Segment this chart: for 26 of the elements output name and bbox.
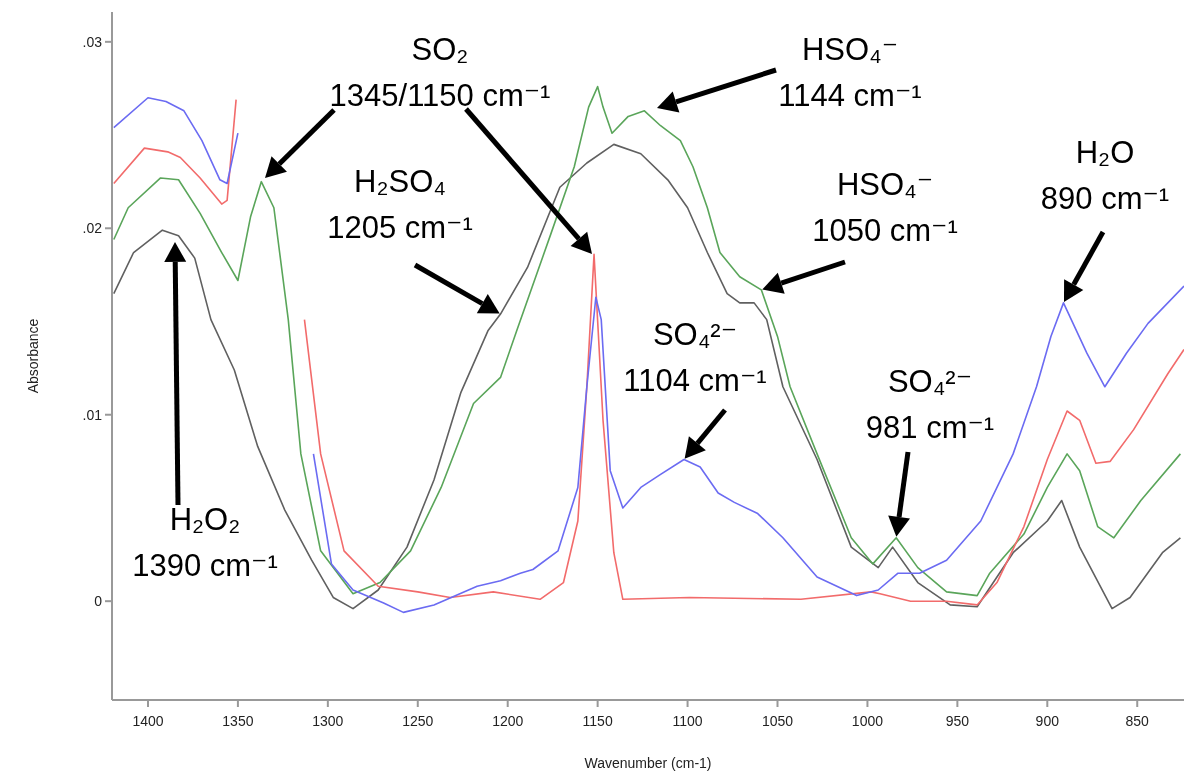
x-tick-label: 950 bbox=[945, 713, 970, 729]
x-tick-label: 1150 bbox=[582, 713, 613, 729]
x-tick-label: 1350 bbox=[222, 713, 254, 729]
annotation: H₂SO₄ 1205 cm⁻¹ bbox=[327, 164, 473, 245]
y-tick-label: .03 bbox=[82, 33, 103, 50]
annotation: SO₂ 1345/1150 cm⁻¹ bbox=[329, 32, 551, 113]
x-tick-label: 1250 bbox=[402, 713, 434, 729]
x-axis-title: Wavenumber (cm-1) bbox=[584, 755, 712, 771]
x-tick-label: 1200 bbox=[492, 713, 524, 729]
x-tick-label: 1050 bbox=[761, 713, 794, 729]
x-tick-label: 900 bbox=[1035, 713, 1060, 729]
annotation: H₂O₂ 1390 cm⁻¹ bbox=[132, 502, 278, 583]
annotation: HSO₄⁻ 1144 cm⁻¹ bbox=[778, 32, 922, 113]
y-tick-label: .02 bbox=[82, 220, 103, 237]
x-tick-label: 850 bbox=[1125, 713, 1150, 729]
annotation: HSO₄⁻ 1050 cm⁻¹ bbox=[812, 167, 958, 248]
annotation: H₂O 890 cm⁻¹ bbox=[1040, 135, 1170, 216]
annotation: SO₄²⁻ 1104 cm⁻¹ bbox=[623, 317, 767, 398]
x-tick-label: 1100 bbox=[672, 713, 703, 729]
annotation: SO₄²⁻ 981 cm⁻¹ bbox=[865, 364, 995, 445]
x-tick-label: 1000 bbox=[851, 713, 884, 729]
y-tick-label: 0 bbox=[94, 593, 103, 610]
y-axis-title: Absorbance bbox=[25, 318, 41, 394]
y-tick-label: .01 bbox=[82, 406, 103, 423]
x-tick-label: 1300 bbox=[312, 713, 344, 729]
x-tick-label: 1400 bbox=[132, 713, 164, 729]
